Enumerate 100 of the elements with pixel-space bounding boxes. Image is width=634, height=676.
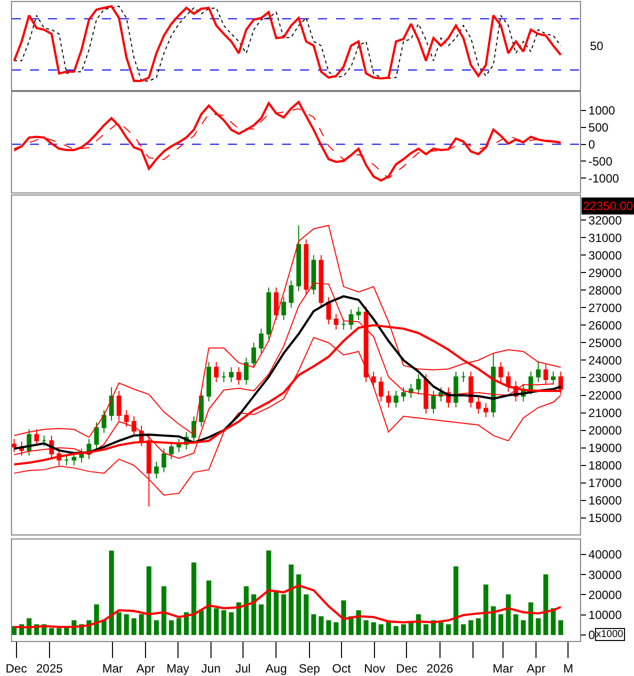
x-tick-label: 2025	[36, 661, 64, 676]
bar	[513, 614, 518, 635]
y-tick-label: 24000	[588, 353, 622, 368]
bar	[221, 610, 226, 635]
bar	[416, 614, 421, 635]
candlestick	[176, 438, 182, 453]
x-tick-label: Apr	[526, 661, 546, 676]
candlestick	[162, 448, 166, 473]
candlestick	[221, 371, 226, 383]
candlestick	[484, 402, 488, 418]
bar	[132, 618, 136, 635]
candlestick	[251, 342, 256, 369]
candlestick	[326, 296, 331, 325]
bar	[483, 584, 488, 635]
y-tick-label: 20000	[588, 588, 622, 602]
bar	[394, 626, 398, 635]
candlestick	[348, 308, 354, 330]
bar	[371, 622, 376, 635]
x-tick-label: Apr	[136, 661, 156, 676]
bar	[490, 606, 496, 635]
bar	[102, 620, 106, 635]
bar	[116, 612, 122, 635]
y-tick-label: 20000	[588, 423, 622, 438]
x-tick-label: Sep	[298, 661, 320, 676]
candlestick	[334, 313, 338, 330]
y-tick-label: 1000	[588, 104, 616, 118]
line-series	[13, 584, 562, 628]
y-tick-label: 18000	[588, 458, 622, 473]
y-tick-label: -500	[588, 154, 613, 168]
bar	[356, 610, 362, 635]
candlestick	[476, 396, 481, 414]
candlestick	[356, 306, 361, 320]
bar	[401, 624, 406, 635]
candlestick	[94, 422, 99, 450]
y-tick-label: 17000	[588, 476, 622, 490]
candlestick	[42, 435, 46, 447]
y-tick-label: 27000	[588, 300, 622, 315]
text: 22350.00	[583, 199, 634, 213]
candlestick	[214, 361, 219, 383]
bar	[536, 618, 541, 635]
bar	[326, 620, 332, 635]
candlestick	[124, 410, 129, 428]
y-tick-label: 500	[588, 120, 609, 135]
y-tick-label: 16000	[588, 494, 622, 508]
x-tick-label: May	[166, 661, 190, 676]
y-tick-label: 30000	[588, 248, 622, 262]
candlestick	[154, 461, 159, 479]
x-tick-label: Aug	[266, 661, 287, 676]
bar	[364, 620, 368, 635]
bar	[304, 594, 309, 635]
candlestick	[431, 390, 436, 414]
y-tick-label: 29000	[588, 266, 622, 280]
candlestick	[169, 441, 174, 460]
bar	[161, 586, 166, 635]
bar	[334, 622, 339, 635]
bar	[109, 550, 114, 635]
y-tick-label: 23000	[588, 370, 622, 385]
bar	[468, 620, 474, 635]
candlestick	[236, 366, 242, 386]
bar	[206, 580, 212, 635]
bar	[49, 628, 54, 635]
text: x1000	[596, 629, 624, 640]
y-tick-label: 19000	[588, 440, 622, 455]
candlestick	[311, 254, 316, 296]
bar	[228, 612, 234, 635]
bar	[424, 624, 428, 635]
bar	[498, 614, 504, 635]
candlestick	[543, 364, 548, 386]
candlestick	[199, 390, 204, 428]
bar	[191, 562, 196, 635]
y-tick-label: 22000	[588, 388, 622, 402]
bar	[214, 608, 219, 635]
candlestick	[378, 376, 384, 402]
bar	[258, 604, 264, 635]
bar	[341, 600, 346, 635]
y-tick-label: 25000	[588, 336, 622, 350]
candlestick	[386, 390, 391, 408]
bar	[446, 624, 451, 635]
candlestick	[206, 361, 212, 402]
candlestick	[536, 360, 541, 383]
bar	[146, 566, 152, 635]
bar	[311, 614, 316, 635]
x-tick-label: Mar	[102, 661, 123, 676]
candlestick	[394, 390, 398, 408]
candlestick	[109, 386, 114, 422]
candlestick	[64, 454, 69, 466]
y-tick-label: 26000	[588, 318, 622, 332]
y-tick-label: 0	[588, 628, 596, 642]
y-tick-label: 31000	[588, 230, 622, 245]
bar	[168, 620, 174, 635]
candlestick	[266, 287, 272, 340]
candlestick	[341, 318, 346, 330]
bar	[318, 616, 324, 635]
x-tick-label: Dec	[396, 661, 418, 676]
bar	[453, 566, 458, 635]
candlestick	[550, 371, 556, 386]
bar	[408, 622, 414, 635]
text: 50	[590, 39, 604, 53]
candlestick	[401, 386, 406, 402]
candlestick	[288, 280, 294, 308]
